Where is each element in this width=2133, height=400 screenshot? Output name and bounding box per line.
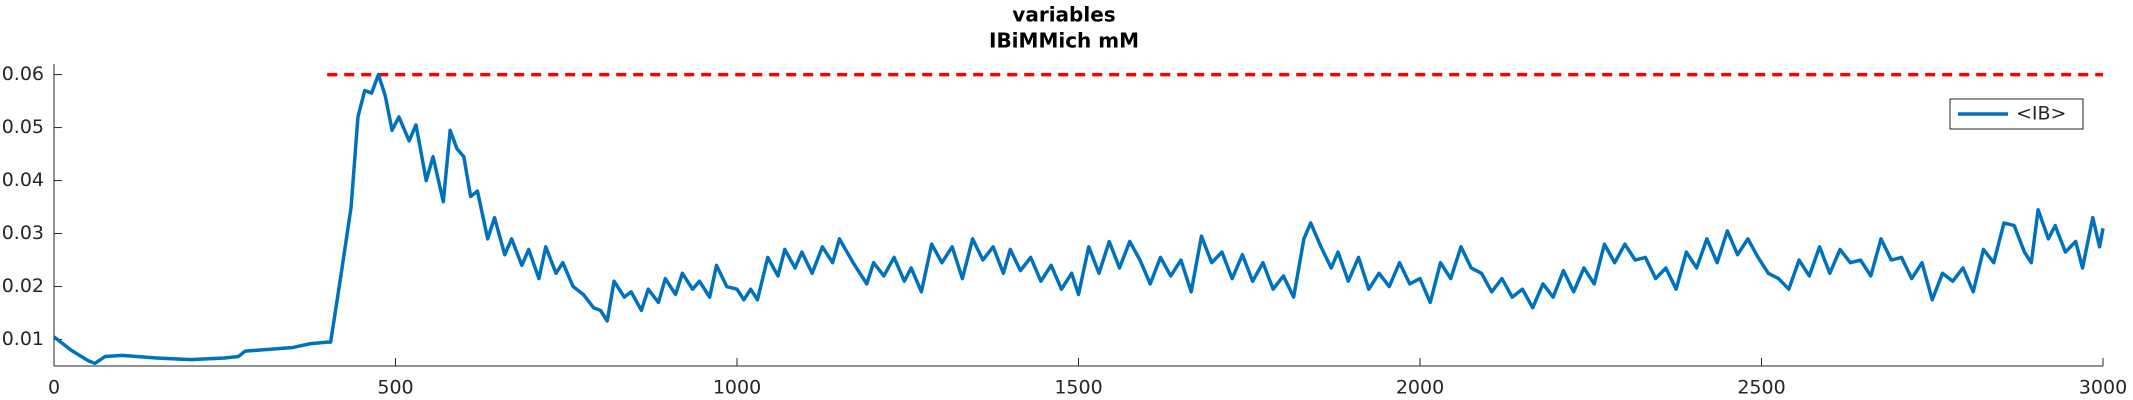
x-tick-label: 500 — [377, 377, 413, 399]
y-tick-label: 0.05 — [2, 116, 44, 138]
line-series — [52, 72, 2105, 366]
y-tick-label: 0.03 — [2, 222, 44, 244]
chart-title: variables — [1012, 3, 1115, 27]
chart-subtitle: IBiMMich mM — [989, 29, 1139, 53]
legend-label: <IB> — [2016, 103, 2066, 125]
x-tick-label: 2000 — [1396, 377, 1444, 399]
x-tick-label: 3000 — [2079, 377, 2127, 399]
y-tick-label: 0.01 — [2, 328, 44, 350]
y-tick-label: 0.04 — [2, 169, 44, 191]
y-tick-label: 0.02 — [2, 275, 44, 297]
x-tick-label: 1500 — [1054, 377, 1102, 399]
x-tick-label: 0 — [48, 377, 60, 399]
x-tick-label: 2500 — [1737, 377, 1785, 399]
y-tick-label: 0.06 — [2, 63, 44, 85]
x-tick-label: 1000 — [713, 377, 761, 399]
